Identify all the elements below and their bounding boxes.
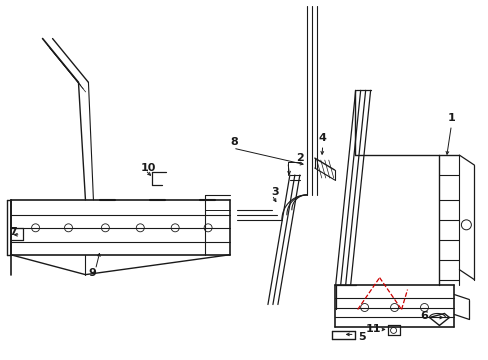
Text: 5: 5 (357, 332, 365, 342)
Text: 9: 9 (88, 267, 96, 278)
Text: 11: 11 (365, 324, 381, 334)
Text: 2: 2 (295, 153, 303, 163)
Text: 8: 8 (230, 137, 238, 147)
Text: 7: 7 (9, 227, 17, 237)
Text: 3: 3 (270, 187, 278, 197)
Text: 1: 1 (447, 113, 454, 123)
Text: 6: 6 (420, 311, 427, 321)
Text: 10: 10 (140, 163, 156, 173)
Text: 4: 4 (318, 133, 326, 143)
